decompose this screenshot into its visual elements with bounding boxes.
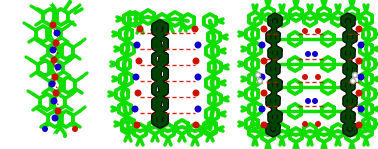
- Circle shape: [48, 80, 56, 87]
- Circle shape: [50, 21, 56, 28]
- Circle shape: [72, 126, 78, 132]
- Circle shape: [192, 90, 200, 97]
- Circle shape: [302, 121, 308, 127]
- Circle shape: [259, 73, 265, 80]
- Circle shape: [195, 105, 201, 112]
- Circle shape: [192, 121, 200, 128]
- Circle shape: [53, 90, 59, 97]
- Circle shape: [257, 79, 262, 83]
- Circle shape: [358, 105, 364, 112]
- Circle shape: [53, 134, 57, 139]
- Circle shape: [195, 42, 201, 49]
- Circle shape: [51, 97, 57, 104]
- Circle shape: [302, 74, 308, 80]
- Circle shape: [302, 28, 308, 34]
- Circle shape: [260, 121, 268, 128]
- Circle shape: [256, 73, 260, 77]
- Circle shape: [260, 90, 268, 97]
- Circle shape: [312, 98, 318, 104]
- Circle shape: [192, 58, 200, 65]
- Circle shape: [260, 25, 268, 32]
- Circle shape: [54, 107, 62, 114]
- Circle shape: [51, 114, 59, 121]
- Circle shape: [51, 73, 59, 80]
- Circle shape: [192, 25, 198, 32]
- Circle shape: [136, 25, 144, 32]
- Circle shape: [259, 42, 265, 49]
- Circle shape: [132, 105, 138, 112]
- Circle shape: [358, 73, 364, 80]
- Circle shape: [135, 58, 143, 65]
- Circle shape: [48, 0, 53, 4]
- Circle shape: [133, 73, 139, 80]
- Circle shape: [133, 121, 141, 128]
- Circle shape: [259, 105, 265, 112]
- Circle shape: [133, 42, 141, 49]
- Circle shape: [50, 46, 56, 53]
- Circle shape: [312, 51, 318, 57]
- Circle shape: [42, 126, 48, 132]
- Circle shape: [54, 63, 62, 70]
- Circle shape: [305, 51, 311, 57]
- Circle shape: [195, 73, 201, 80]
- Circle shape: [53, 39, 59, 46]
- Circle shape: [355, 58, 363, 65]
- Circle shape: [135, 90, 141, 97]
- Circle shape: [315, 121, 321, 127]
- Circle shape: [68, 0, 72, 4]
- Circle shape: [63, 134, 67, 138]
- Circle shape: [51, 56, 57, 63]
- Circle shape: [355, 25, 363, 32]
- Circle shape: [315, 28, 321, 34]
- Circle shape: [358, 42, 364, 49]
- Circle shape: [353, 73, 358, 77]
- Circle shape: [315, 74, 321, 80]
- Circle shape: [54, 30, 60, 37]
- Circle shape: [355, 90, 363, 97]
- Circle shape: [350, 79, 355, 83]
- Circle shape: [260, 58, 268, 65]
- Circle shape: [355, 121, 363, 128]
- Circle shape: [305, 98, 311, 104]
